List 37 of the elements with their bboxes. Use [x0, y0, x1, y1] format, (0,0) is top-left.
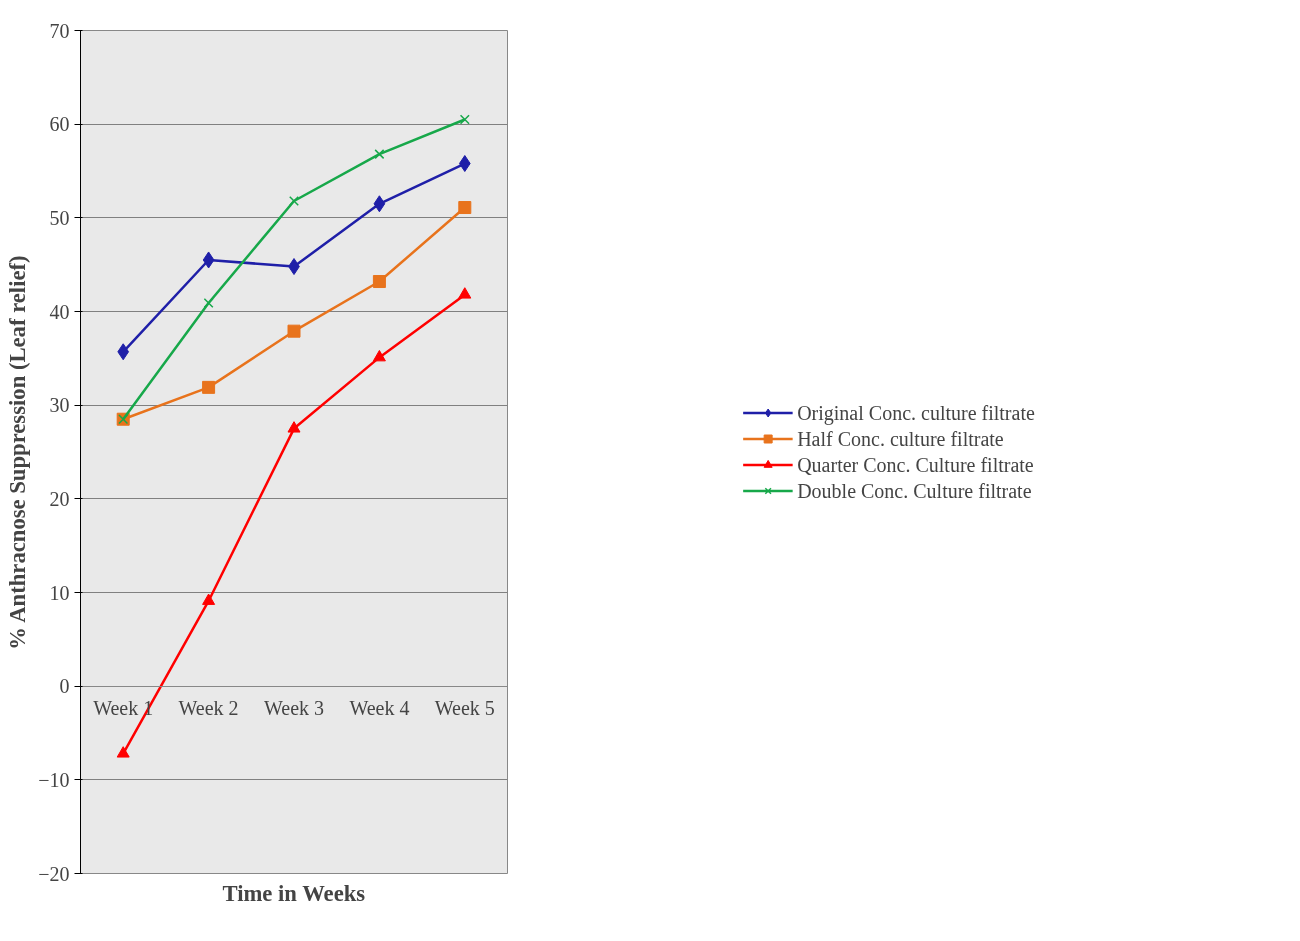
y-tick-label: 50	[49, 206, 70, 229]
y-tick-label: 70	[49, 19, 70, 42]
legend-label: Original Conc. culture filtrate	[797, 401, 1035, 424]
point	[372, 275, 386, 289]
point	[458, 201, 472, 215]
legend-label: Quarter Conc. Culture filtrate	[797, 453, 1034, 476]
x-tick-label: Week 3	[263, 697, 325, 720]
point	[458, 155, 471, 173]
y-tick-label: 30	[49, 394, 70, 417]
point	[287, 324, 301, 338]
x-axis-title: Time in Weeks	[222, 880, 366, 906]
y-tick-label: 0	[59, 675, 70, 698]
point	[203, 298, 214, 309]
point	[202, 380, 216, 394]
y-tick-label: 20	[49, 487, 70, 510]
point	[374, 149, 385, 160]
y-axis-title: % Anthracnose Suppression (Leaf relief)	[5, 255, 31, 650]
point	[373, 195, 386, 213]
point	[458, 287, 472, 299]
point	[202, 251, 215, 269]
point	[117, 343, 130, 361]
y-tick-label: 40	[49, 300, 70, 323]
x-tick-label: Week 4	[349, 697, 410, 720]
legend-label: Double Conc. Culture filtrate	[797, 479, 1032, 502]
legend-label: Half Conc. culture filtrate	[797, 427, 1004, 450]
point	[372, 349, 386, 362]
point	[116, 746, 130, 758]
y-tick-label: 10	[49, 581, 70, 604]
x-tick-label: Week 2	[178, 697, 239, 720]
x-tick-label: Week 5	[434, 697, 495, 720]
point	[459, 114, 470, 125]
y-tick-label: 60	[49, 113, 70, 136]
y-tick-label: −20	[38, 862, 70, 885]
point	[289, 195, 299, 206]
point	[287, 421, 301, 433]
point	[202, 593, 216, 605]
y-tick-label: −10	[38, 768, 70, 791]
